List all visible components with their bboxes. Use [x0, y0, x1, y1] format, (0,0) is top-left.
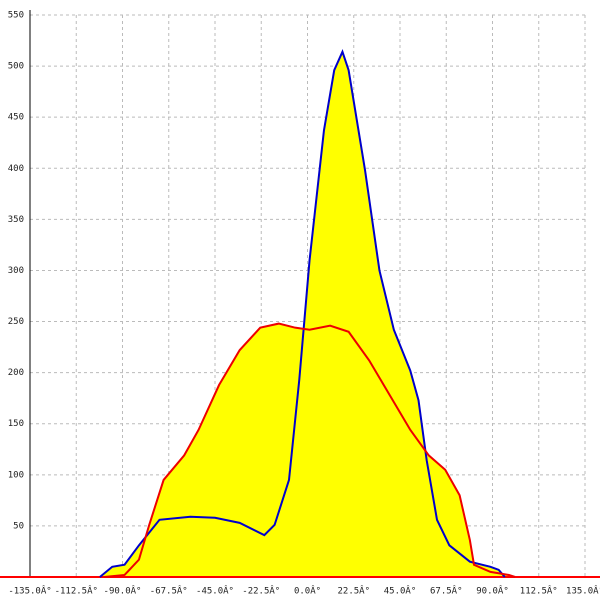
y-tick-label: 250 — [8, 317, 24, 327]
y-tick-label: 400 — [8, 164, 24, 174]
series-line — [99, 49, 506, 578]
y-tick-label: 200 — [8, 368, 24, 378]
y-tick-label: 100 — [8, 470, 24, 480]
y-tick-label: 300 — [8, 266, 24, 276]
x-tick-label: -22.5Â° — [242, 585, 280, 597]
y-tick-label: 550 — [8, 11, 24, 21]
x-tick-label: 22.5Â° — [337, 585, 370, 597]
x-tick-label: -45.0Â° — [196, 585, 234, 597]
x-tick-label: 45.0Â° — [384, 585, 417, 597]
x-tick-label: 0.0Â° — [294, 585, 321, 597]
x-tick-label: -67.5Â° — [150, 585, 188, 597]
x-tick-label: 67.5Â° — [430, 585, 463, 597]
y-tick-label: 50 — [13, 521, 24, 531]
series-line — [103, 322, 516, 578]
y-tick-label: 500 — [8, 62, 24, 72]
area-fill — [104, 323, 516, 577]
x-tick-label: -135.0Â° — [8, 585, 51, 597]
y-tick-label: 350 — [8, 215, 24, 225]
x-tick-label: -90.0Â° — [104, 585, 142, 597]
x-tick-label: 90.0Â° — [476, 585, 509, 597]
x-tick-label: -112.5Â° — [55, 585, 98, 597]
y-tick-label: 450 — [8, 113, 24, 123]
x-tick-label: 135.0Â° — [566, 585, 600, 597]
y-tick-label: 150 — [8, 419, 24, 429]
x-tick-label: 112.5Â° — [520, 585, 558, 597]
